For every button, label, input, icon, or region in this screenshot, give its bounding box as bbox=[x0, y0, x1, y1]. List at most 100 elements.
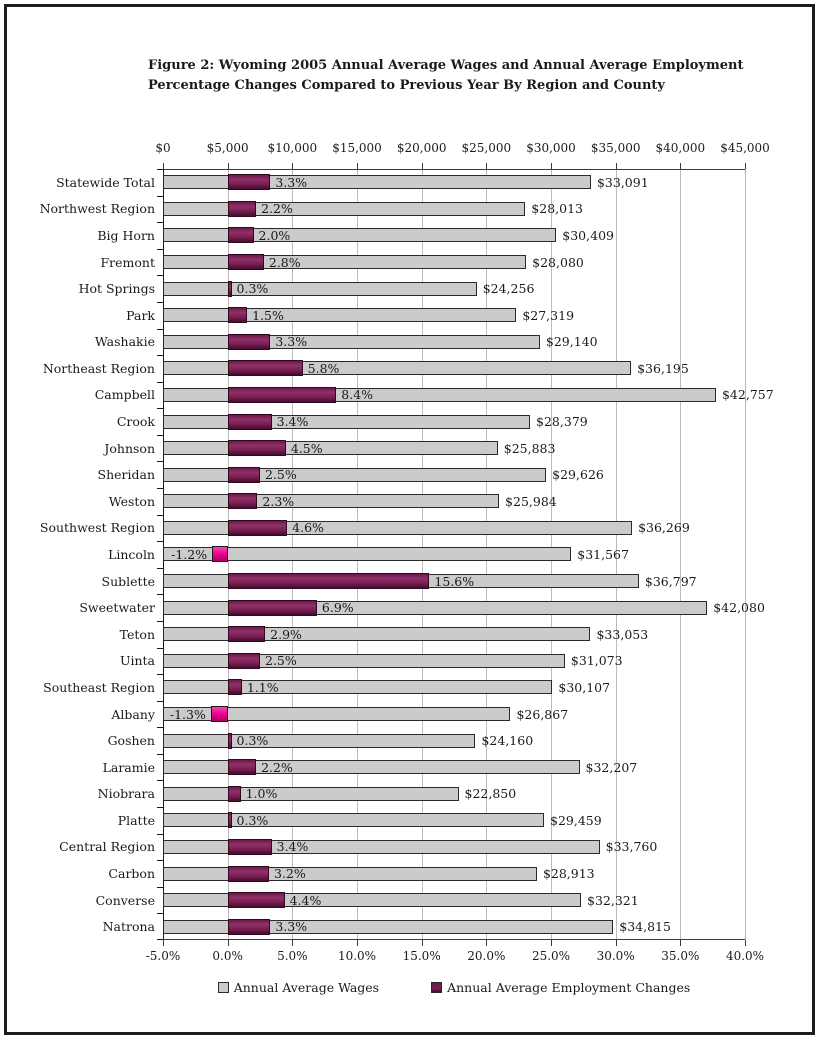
left-axis-tick bbox=[157, 169, 163, 170]
chart-row: Sheridan $29,626 2.5% bbox=[98, 461, 745, 488]
chart-row: Northeast Region $36,195 5.8% bbox=[43, 355, 745, 382]
left-axis-tick bbox=[157, 249, 163, 250]
employment-pct-label: 1.0% bbox=[245, 786, 278, 802]
employment-pct-label: 1.1% bbox=[246, 679, 279, 695]
left-axis-tick bbox=[157, 382, 163, 383]
row-label: Central Region bbox=[59, 839, 155, 855]
chart-row: Sweetwater $42,080 6.9% bbox=[79, 594, 765, 621]
row-label: Sweetwater bbox=[79, 600, 155, 616]
wage-bar bbox=[163, 813, 544, 828]
wage-bar bbox=[163, 414, 531, 429]
chart-row: Johnson $25,883 4.5% bbox=[104, 435, 745, 462]
bottom-axis-tick-label: 25.0% bbox=[531, 949, 571, 963]
row-label: Carbon bbox=[108, 866, 155, 882]
wage-value-label: $31,567 bbox=[577, 546, 629, 562]
employment-bar bbox=[227, 732, 232, 749]
chart-row: Statewide Total $33,091 3.3% bbox=[56, 169, 745, 196]
left-axis-tick bbox=[157, 275, 163, 276]
row-label: Teton bbox=[119, 626, 155, 642]
wage-value-label: $28,913 bbox=[542, 866, 595, 882]
employment-pct-label: 4.6% bbox=[292, 520, 324, 536]
employment-bar bbox=[227, 573, 430, 590]
wage-value-label: $33,053 bbox=[596, 626, 649, 642]
chart-plot-area: $0 -5.0% $5,000 0.0% $10,000 5.0% $15,000 10.0%… bbox=[40, 141, 774, 963]
chart-row: Natrona $34,815 3.3% bbox=[103, 913, 745, 940]
top-axis-tick-label: $25,000 bbox=[461, 141, 512, 155]
row-label: Converse bbox=[95, 892, 155, 908]
bottom-axis-tick bbox=[615, 940, 617, 946]
left-axis-tick bbox=[157, 515, 163, 516]
bottom-axis-tick bbox=[227, 940, 229, 946]
employment-pct-label: 2.2% bbox=[261, 201, 293, 217]
wage-value-label: $42,757 bbox=[721, 387, 774, 403]
left-axis-tick bbox=[157, 834, 163, 835]
row-label: Park bbox=[126, 307, 155, 323]
employment-pct-label: 3.4% bbox=[276, 839, 309, 855]
wage-bar bbox=[163, 866, 537, 881]
legend-label-wages: Annual Average Wages bbox=[233, 980, 380, 995]
wage-bar bbox=[163, 786, 459, 801]
left-axis-tick bbox=[157, 807, 163, 808]
legend-item-wages: Annual Average Wages bbox=[217, 980, 380, 995]
employment-pct-label: 15.6% bbox=[434, 573, 475, 589]
bottom-axis-tick bbox=[292, 940, 294, 946]
left-axis-tick bbox=[157, 860, 163, 861]
employment-bar bbox=[227, 519, 288, 536]
employment-bar bbox=[227, 200, 257, 217]
employment-pct-label: 2.3% bbox=[262, 493, 295, 509]
left-axis-tick bbox=[157, 674, 163, 675]
chart-row: Laramie $32,207 2.2% bbox=[103, 754, 745, 781]
employment-pct-label: -1.2% bbox=[171, 546, 208, 562]
row-label: Northeast Region bbox=[42, 360, 155, 376]
wage-value-label: $29,459 bbox=[550, 812, 602, 828]
employment-bar bbox=[227, 785, 241, 802]
row-label: Campbell bbox=[94, 387, 155, 403]
wage-value-label: $33,760 bbox=[605, 839, 658, 855]
employment-pct-label: 2.5% bbox=[265, 467, 297, 483]
employment-pct-label: 2.0% bbox=[258, 227, 291, 243]
employment-pct-label: 2.5% bbox=[265, 653, 297, 669]
row-label: Southwest Region bbox=[39, 520, 155, 536]
row-label: Johnson bbox=[104, 440, 155, 456]
bottom-axis-tick bbox=[551, 940, 552, 946]
wage-value-label: $28,080 bbox=[532, 254, 584, 270]
wage-bar bbox=[163, 494, 500, 509]
left-axis-tick bbox=[157, 939, 163, 940]
chart-row: Niobrara $22,850 1.0% bbox=[98, 780, 745, 807]
left-axis-tick bbox=[157, 621, 163, 622]
left-axis-tick bbox=[157, 913, 163, 914]
wage-bar bbox=[163, 201, 526, 216]
wage-value-label: $33,091 bbox=[596, 174, 649, 190]
wage-bar bbox=[163, 547, 572, 562]
employment-bar bbox=[227, 386, 337, 403]
bottom-axis-tick-label: -5.0% bbox=[145, 949, 181, 963]
left-axis-tick bbox=[157, 329, 163, 330]
wage-value-label: $25,984 bbox=[505, 493, 557, 509]
left-axis-tick bbox=[157, 727, 163, 728]
wage-bar bbox=[163, 733, 476, 748]
wage-bar bbox=[163, 653, 565, 668]
row-label: Niobrara bbox=[97, 786, 155, 802]
wage-value-label: $24,256 bbox=[482, 281, 535, 297]
employment-bar bbox=[227, 918, 271, 935]
top-axis-tick bbox=[227, 163, 229, 169]
bottom-axis-tick-label: 15.0% bbox=[402, 949, 441, 963]
employment-bar bbox=[227, 679, 242, 696]
row-label: Albany bbox=[111, 706, 155, 722]
row-label: Goshen bbox=[107, 733, 155, 749]
employment-bar bbox=[227, 626, 266, 643]
bottom-axis-tick bbox=[163, 940, 164, 946]
employment-bar bbox=[227, 493, 258, 510]
chart-row: Crook $28,379 3.4% bbox=[117, 408, 745, 435]
employment-swatch-icon bbox=[431, 982, 443, 993]
top-axis-tick-label: $5,000 bbox=[206, 141, 249, 155]
page-border bbox=[4, 4, 815, 1035]
top-axis-tick bbox=[615, 163, 617, 169]
employment-pct-label: 5.8% bbox=[307, 360, 340, 376]
left-axis-tick bbox=[157, 701, 163, 702]
row-label: Northwest Region bbox=[39, 201, 155, 217]
left-axis-tick bbox=[157, 355, 163, 356]
employment-bar bbox=[227, 865, 270, 882]
employment-bar bbox=[227, 892, 285, 909]
